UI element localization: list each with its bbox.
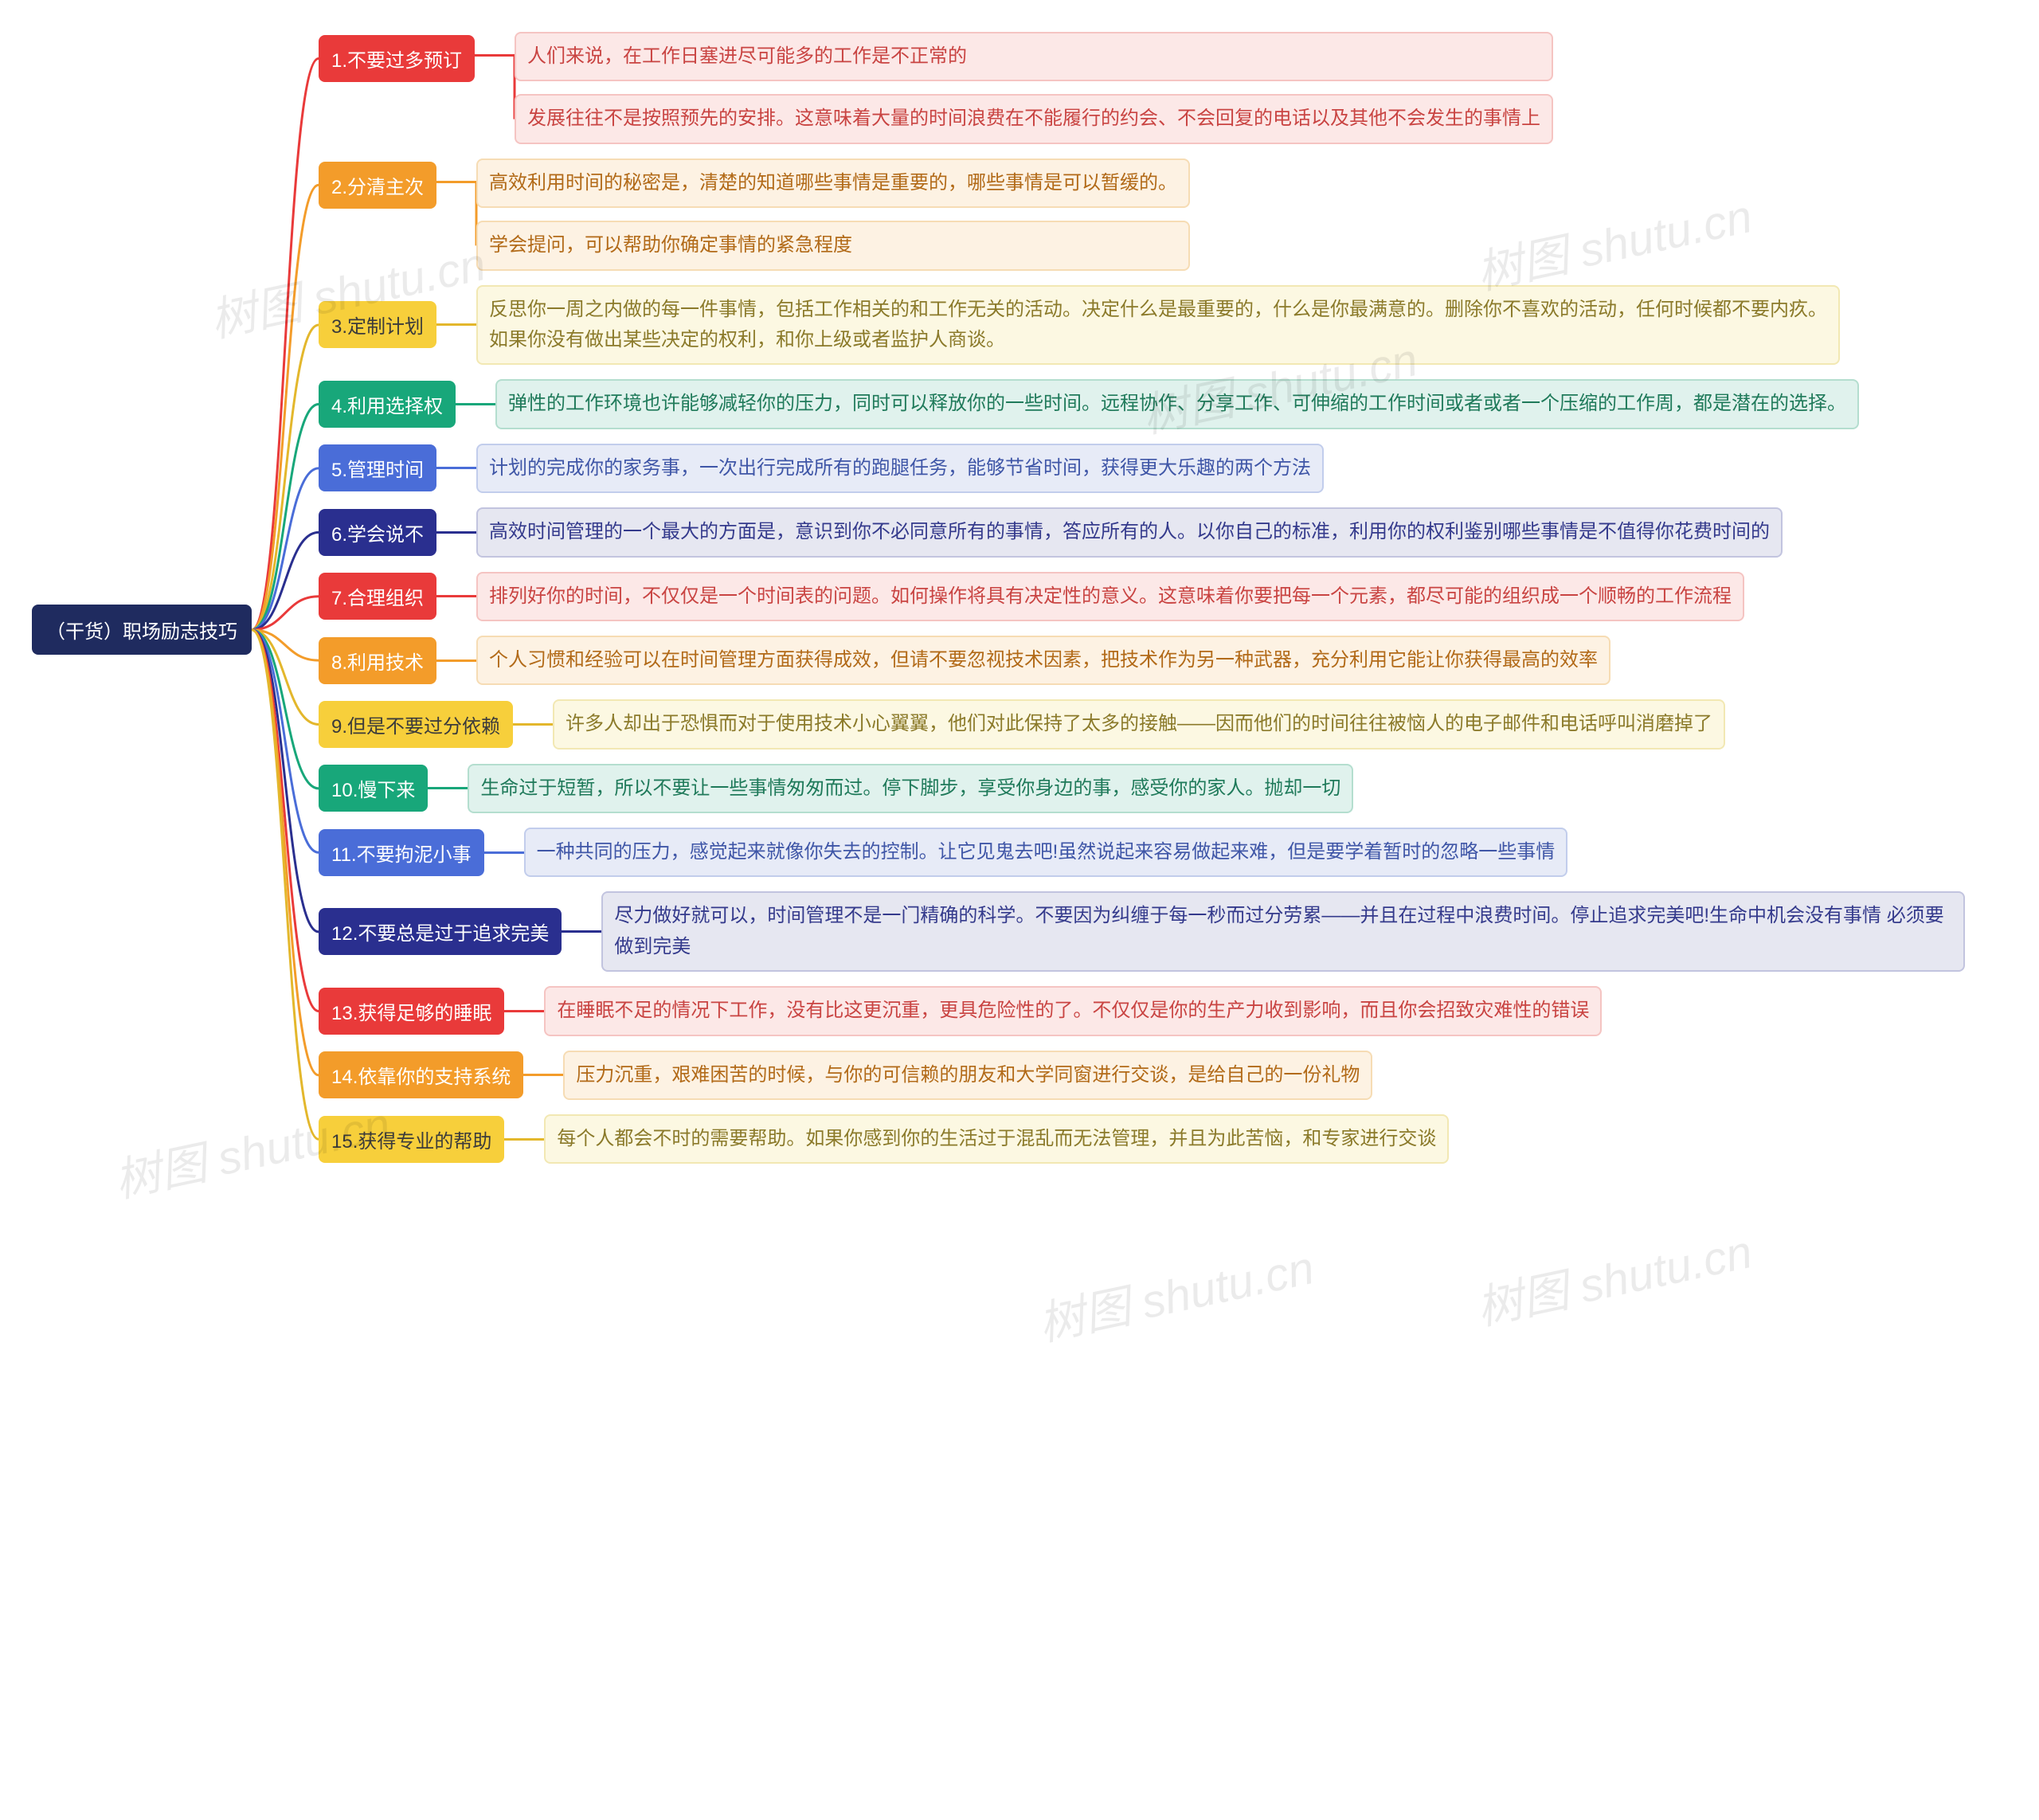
- branch-row: 13.获得足够的睡眠在睡眠不足的情况下工作，没有比这更沉重，更具危险性的了。不仅…: [319, 986, 1965, 1035]
- connector: [504, 1010, 544, 1012]
- branch-row: 5.管理时间计划的完成你的家务事，一次出行完成所有的跑腿任务，能够节省时间，获得…: [319, 444, 1965, 493]
- connector: [475, 54, 515, 57]
- leaf-column: 人们来说，在工作日塞进尽可能多的工作是不正常的发展往往不是按照预先的安排。这意味…: [515, 32, 1553, 144]
- leaf-node: 发展往往不是按照预先的安排。这意味着大量的时间浪费在不能履行的约会、不会回复的电…: [515, 94, 1553, 143]
- branch-row: 12.不要总是过于追求完美尽力做好就可以，时间管理不是一门精确的科学。不要因为纠…: [319, 891, 1965, 972]
- connector: [428, 787, 468, 789]
- watermark: 树图 shutu.cn: [1031, 1230, 1319, 1353]
- leaf-column: 尽力做好就可以，时间管理不是一门精确的科学。不要因为纠缠于每一秒而过分劳累——并…: [601, 891, 1965, 972]
- leaf-node: 计划的完成你的家务事，一次出行完成所有的跑腿任务，能够节省时间，获得更大乐趣的两…: [476, 444, 1324, 493]
- branch-node: 9.但是不要过分依赖: [319, 701, 513, 748]
- leaf-node: 生命过于短暂，所以不要让一些事情匆匆而过。停下脚步，享受你身边的事，感受你的家人…: [468, 764, 1353, 813]
- leaf-node: 学会提问，可以帮助你确定事情的紧急程度: [476, 221, 1190, 270]
- branch-row: 3.定制计划反思你一周之内做的每一件事情，包括工作相关的和工作无关的活动。决定什…: [319, 285, 1965, 366]
- connector: [436, 531, 476, 534]
- leaf-column: 一种共同的压力，感觉起来就像你失去的控制。让它见鬼去吧!虽然说起来容易做起来难，…: [524, 828, 1568, 877]
- branch-node: 14.依靠你的支持系统: [319, 1051, 523, 1098]
- leaf-node: 许多人却出于恐惧而对于使用技术小心翼翼，他们对此保持了太多的接触——因而他们的时…: [553, 699, 1725, 749]
- branch-row: 15.获得专业的帮助每个人都会不时的需要帮助。如果你感到你的生活过于混乱而无法管…: [319, 1114, 1965, 1164]
- branch-node: 7.合理组织: [319, 573, 436, 620]
- leaf-node: 每个人都会不时的需要帮助。如果你感到你的生活过于混乱而无法管理，并且为此苦恼，和…: [544, 1114, 1449, 1164]
- leaf-column: 生命过于短暂，所以不要让一些事情匆匆而过。停下脚步，享受你身边的事，感受你的家人…: [468, 764, 1353, 813]
- connector: [436, 660, 476, 662]
- leaf-column: 排列好你的时间，不仅仅是一个时间表的问题。如何操作将具有决定性的意义。这意味着你…: [476, 572, 1744, 621]
- branch-node: 3.定制计划: [319, 301, 436, 348]
- leaf-column: 高效时间管理的一个最大的方面是，意识到你不必同意所有的事情，答应所有的人。以你自…: [476, 507, 1783, 557]
- branches-column: 1.不要过多预订人们来说，在工作日塞进尽可能多的工作是不正常的发展往往不是按照预…: [319, 32, 1965, 1164]
- leaf-node: 尽力做好就可以，时间管理不是一门精确的科学。不要因为纠缠于每一秒而过分劳累——并…: [601, 891, 1965, 972]
- branch-row: 9.但是不要过分依赖许多人却出于恐惧而对于使用技术小心翼翼，他们对此保持了太多的…: [319, 699, 1965, 749]
- branch-row: 10.慢下来生命过于短暂，所以不要让一些事情匆匆而过。停下脚步，享受你身边的事，…: [319, 764, 1965, 813]
- leaf-node: 个人习惯和经验可以在时间管理方面获得成效，但请不要忽视技术因素，把技术作为另一种…: [476, 636, 1610, 685]
- branch-node: 5.管理时间: [319, 444, 436, 491]
- leaf-column: 每个人都会不时的需要帮助。如果你感到你的生活过于混乱而无法管理，并且为此苦恼，和…: [544, 1114, 1449, 1164]
- connector: [513, 723, 553, 726]
- branch-row: 4.利用选择权弹性的工作环境也许能够减轻你的压力，同时可以释放你的一些时间。远程…: [319, 379, 1965, 429]
- root-node: （干货）职场励志技巧: [32, 605, 252, 655]
- leaf-node: 压力沉重，艰难困苦的时候，与你的可信赖的朋友和大学同窗进行交谈，是给自己的一份礼…: [563, 1051, 1372, 1100]
- leaf-column: 高效利用时间的秘密是，清楚的知道哪些事情是重要的，哪些事情是可以暂缓的。学会提问…: [476, 159, 1190, 271]
- branch-node: 8.利用技术: [319, 637, 436, 684]
- branch-row: 8.利用技术个人习惯和经验可以在时间管理方面获得成效，但请不要忽视技术因素，把技…: [319, 636, 1965, 685]
- branch-row: 1.不要过多预订人们来说，在工作日塞进尽可能多的工作是不正常的发展往往不是按照预…: [319, 32, 1965, 144]
- branch-node: 6.学会说不: [319, 509, 436, 556]
- leaf-column: 压力沉重，艰难困苦的时候，与你的可信赖的朋友和大学同窗进行交谈，是给自己的一份礼…: [563, 1051, 1372, 1100]
- branch-row: 2.分清主次高效利用时间的秘密是，清楚的知道哪些事情是重要的，哪些事情是可以暂缓…: [319, 159, 1965, 271]
- connector: [436, 595, 476, 597]
- leaf-node: 高效时间管理的一个最大的方面是，意识到你不必同意所有的事情，答应所有的人。以你自…: [476, 507, 1783, 557]
- leaf-node: 反思你一周之内做的每一件事情，包括工作相关的和工作无关的活动。决定什么是最重要的…: [476, 285, 1840, 366]
- branch-node: 13.获得足够的睡眠: [319, 988, 504, 1035]
- connector: [504, 1138, 544, 1141]
- branch-node: 1.不要过多预订: [319, 35, 475, 82]
- connector: [562, 930, 601, 933]
- branch-node: 4.利用选择权: [319, 381, 456, 428]
- connector: [436, 181, 476, 183]
- branch-node: 10.慢下来: [319, 765, 428, 812]
- connector: [456, 403, 495, 405]
- leaf-node: 在睡眠不足的情况下工作，没有比这更沉重，更具危险性的了。不仅仅是你的生产力收到影…: [544, 986, 1602, 1035]
- branch-row: 14.依靠你的支持系统压力沉重，艰难困苦的时候，与你的可信赖的朋友和大学同窗进行…: [319, 1051, 1965, 1100]
- leaf-column: 计划的完成你的家务事，一次出行完成所有的跑腿任务，能够节省时间，获得更大乐趣的两…: [476, 444, 1324, 493]
- branch-node: 15.获得专业的帮助: [319, 1116, 504, 1163]
- leaf-node: 人们来说，在工作日塞进尽可能多的工作是不正常的: [515, 32, 1553, 81]
- leaf-node: 一种共同的压力，感觉起来就像你失去的控制。让它见鬼去吧!虽然说起来容易做起来难，…: [524, 828, 1568, 877]
- watermark: 树图 shutu.cn: [1470, 1214, 1757, 1337]
- branch-row: 11.不要拘泥小事一种共同的压力，感觉起来就像你失去的控制。让它见鬼去吧!虽然说…: [319, 828, 1965, 877]
- connector: [436, 467, 476, 469]
- leaf-column: 许多人却出于恐惧而对于使用技术小心翼翼，他们对此保持了太多的接触——因而他们的时…: [553, 699, 1725, 749]
- branch-node: 2.分清主次: [319, 162, 436, 209]
- branch-row: 6.学会说不高效时间管理的一个最大的方面是，意识到你不必同意所有的事情，答应所有…: [319, 507, 1965, 557]
- connector: [484, 851, 524, 854]
- leaf-column: 在睡眠不足的情况下工作，没有比这更沉重，更具危险性的了。不仅仅是你的生产力收到影…: [544, 986, 1602, 1035]
- leaf-column: 个人习惯和经验可以在时间管理方面获得成效，但请不要忽视技术因素，把技术作为另一种…: [476, 636, 1610, 685]
- branch-node: 11.不要拘泥小事: [319, 829, 484, 876]
- branch-node: 12.不要总是过于追求完美: [319, 908, 562, 955]
- leaf-column: 弹性的工作环境也许能够减轻你的压力，同时可以释放你的一些时间。远程协作、分享工作…: [495, 379, 1859, 429]
- leaf-node: 弹性的工作环境也许能够减轻你的压力，同时可以释放你的一些时间。远程协作、分享工作…: [495, 379, 1859, 429]
- leaf-node: 高效利用时间的秘密是，清楚的知道哪些事情是重要的，哪些事情是可以暂缓的。: [476, 159, 1190, 208]
- connector: [523, 1074, 563, 1076]
- mindmap-container: （干货）职场励志技巧 1.不要过多预订人们来说，在工作日塞进尽可能多的工作是不正…: [32, 32, 2007, 1164]
- connector: [436, 323, 476, 326]
- leaf-column: 反思你一周之内做的每一件事情，包括工作相关的和工作无关的活动。决定什么是最重要的…: [476, 285, 1840, 366]
- branch-row: 7.合理组织排列好你的时间，不仅仅是一个时间表的问题。如何操作将具有决定性的意义…: [319, 572, 1965, 621]
- leaf-node: 排列好你的时间，不仅仅是一个时间表的问题。如何操作将具有决定性的意义。这意味着你…: [476, 572, 1744, 621]
